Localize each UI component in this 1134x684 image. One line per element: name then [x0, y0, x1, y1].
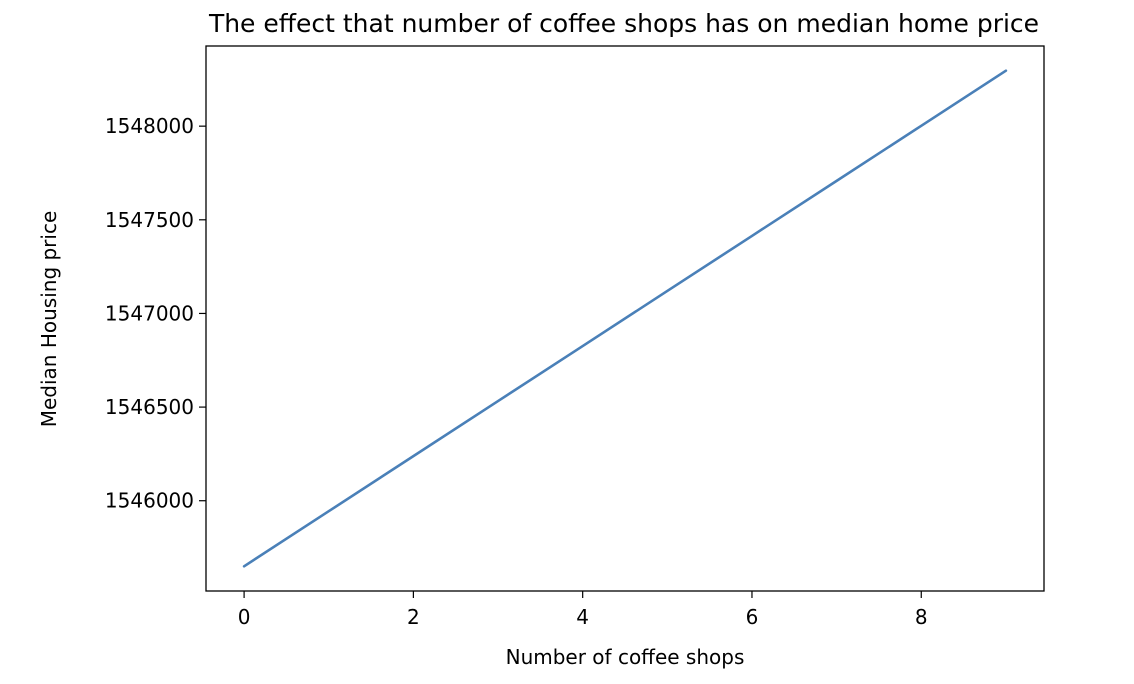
- x-tick-label: 8: [915, 605, 928, 629]
- series-layer: [242, 69, 1008, 568]
- y-axis-ticks: 1546000 1546500 1547000 1547500 1548000: [105, 114, 206, 513]
- x-tick-label: 0: [238, 605, 251, 629]
- y-axis-label: Median Housing price: [37, 211, 61, 428]
- series-line: [242, 69, 1008, 568]
- x-tick-label: 4: [576, 605, 589, 629]
- x-tick-label: 6: [746, 605, 759, 629]
- y-tick-label: 1546500: [105, 395, 194, 419]
- y-tick-label: 1547000: [105, 301, 194, 325]
- x-tick-label: 2: [407, 605, 420, 629]
- x-axis-label: Number of coffee shops: [506, 645, 745, 669]
- y-tick-label: 1548000: [105, 114, 194, 138]
- x-axis-ticks: 0 2 4 6 8: [238, 591, 928, 629]
- plot-frame: [205, 45, 1045, 592]
- y-tick-label: 1547500: [105, 208, 194, 232]
- chart-title: The effect that number of coffee shops h…: [208, 9, 1039, 38]
- y-tick-label: 1546000: [105, 489, 194, 513]
